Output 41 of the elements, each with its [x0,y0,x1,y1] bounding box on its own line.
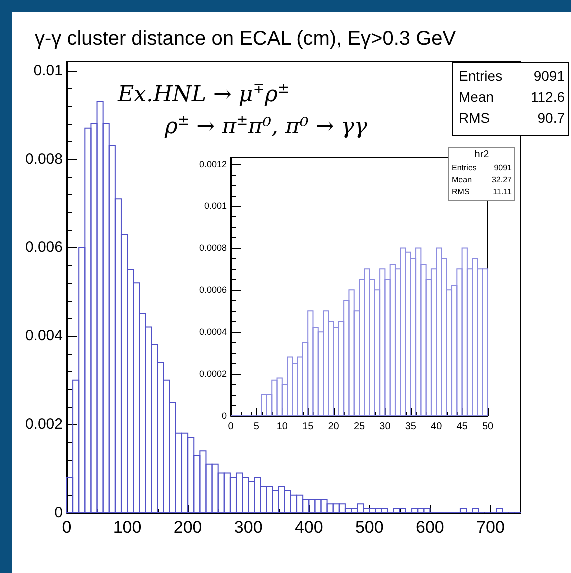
x-tick-label: 100 [113,518,142,537]
y-tick-label: 0.001 [204,201,227,212]
x-tick-label: 600 [416,518,444,537]
x-tick-label: 30 [380,422,392,432]
text: RMS 90.7 [459,110,565,126]
annotation: hr2 [474,150,490,160]
x-tick-label: 45 [456,422,468,432]
y-tick-label: 0.004 [25,328,63,345]
text: Entries 9091 [459,68,565,84]
y-tick-label: 0 [222,411,227,421]
x-tick-label: 40 [431,422,443,432]
chart-title: γ-γ cluster distance on ECAL (cm), Eγ>0.3 GeV [35,28,457,50]
x-tick-label: 5 [254,422,260,432]
text: Mean 32.27 [452,176,512,184]
x-tick-label: 50 [482,422,494,432]
text: RMS 11.11 [452,188,512,196]
annotation: ρ± → π±π⁰, π⁰ → γγ [164,113,368,140]
y-tick-label: 0.008 [25,150,63,168]
text: Entries 9091 [452,164,512,172]
text: Mean 112.6 [459,89,565,105]
y-tick-label: 0.006 [25,239,63,256]
y-tick-label: 0.01 [34,62,63,80]
y-tick-label: 0.0004 [199,327,227,338]
y-tick-label: 0.0012 [199,159,227,170]
x-tick-label: 35 [405,422,417,432]
x-tick-label: 0 [228,422,234,432]
x-tick-label: 20 [328,422,340,432]
x-tick-label: 10 [276,422,288,432]
x-tick-label: 400 [294,518,324,537]
y-tick-label: 0.0008 [199,243,227,254]
y-tick-label: 0.002 [25,416,63,434]
x-tick-label: 200 [174,518,202,537]
x-tick-label: 25 [354,422,366,432]
y-tick-label: 0 [54,504,63,522]
y-tick-label: 0.0002 [199,369,227,380]
x-tick-label: 700 [476,518,505,537]
x-tick-label: 300 [234,518,263,537]
x-tick-label: 500 [355,518,384,537]
x-tick-label: 15 [302,422,314,432]
annotation: Ex.HNL → μ∓ρ± [117,81,290,108]
y-tick-label: 0.0006 [199,285,227,296]
